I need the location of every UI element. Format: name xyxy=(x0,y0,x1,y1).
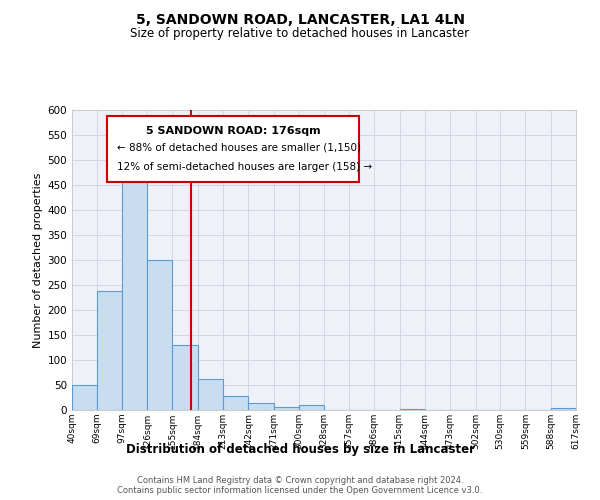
Bar xyxy=(198,379,223,410)
Bar xyxy=(400,408,425,410)
FancyBboxPatch shape xyxy=(107,116,359,182)
Text: Contains HM Land Registry data © Crown copyright and database right 2024.
Contai: Contains HM Land Registry data © Crown c… xyxy=(118,476,482,495)
Bar xyxy=(97,291,122,410)
Bar xyxy=(299,405,323,410)
Bar xyxy=(551,408,576,410)
Bar xyxy=(122,174,147,410)
Bar xyxy=(274,406,299,410)
Text: 5, SANDOWN ROAD, LANCASTER, LA1 4LN: 5, SANDOWN ROAD, LANCASTER, LA1 4LN xyxy=(136,12,464,26)
Text: Distribution of detached houses by size in Lancaster: Distribution of detached houses by size … xyxy=(125,442,475,456)
Text: Size of property relative to detached houses in Lancaster: Size of property relative to detached ho… xyxy=(130,28,470,40)
Bar xyxy=(248,402,274,410)
Bar xyxy=(172,345,198,410)
Y-axis label: Number of detached properties: Number of detached properties xyxy=(33,172,43,348)
Text: 5 SANDOWN ROAD: 176sqm: 5 SANDOWN ROAD: 176sqm xyxy=(146,126,320,136)
Text: ← 88% of detached houses are smaller (1,150): ← 88% of detached houses are smaller (1,… xyxy=(118,143,361,153)
Bar xyxy=(223,396,248,410)
Text: 12% of semi-detached houses are larger (158) →: 12% of semi-detached houses are larger (… xyxy=(118,162,373,172)
Bar xyxy=(147,260,172,410)
Bar xyxy=(72,385,97,410)
